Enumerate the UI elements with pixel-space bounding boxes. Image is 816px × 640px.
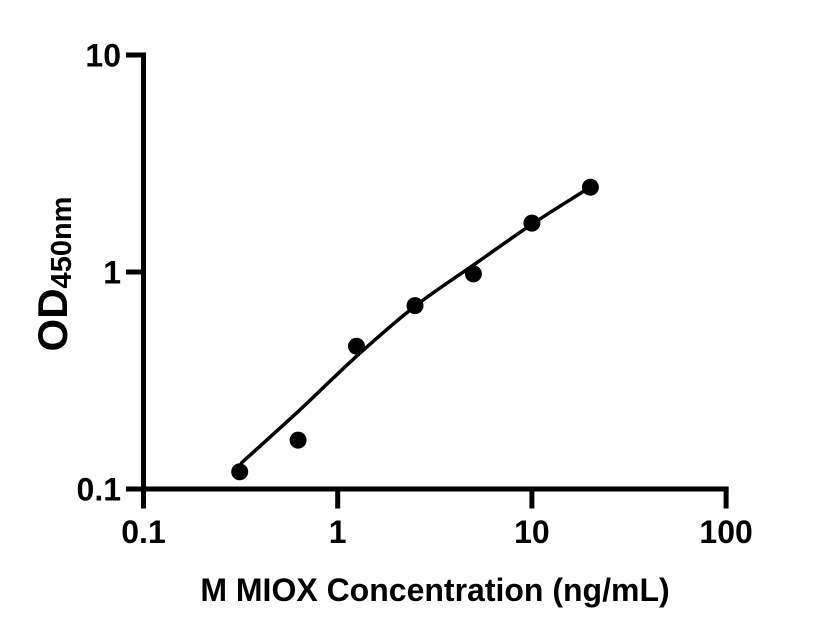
data-point-marker: [523, 214, 541, 232]
data-point-marker: [289, 431, 307, 449]
data-point-marker: [406, 297, 424, 315]
tick-labels: 0.1 1 10 100 0.1 1 10: [77, 38, 753, 551]
data-point-marker: [348, 337, 365, 355]
y-tick-label: 10: [85, 38, 121, 74]
y-axis-title: OD450nm: [29, 197, 78, 352]
data-point-marker: [464, 265, 482, 283]
data-point-marker: [231, 463, 249, 481]
data-point-marker: [581, 178, 599, 196]
x-tick-label: 0.1: [121, 514, 165, 550]
x-axis-title: M MIOX Concentration (ng/mL): [200, 572, 669, 608]
y-tick-label: 1: [103, 255, 121, 291]
tick-marks: [126, 52, 729, 509]
y-axis-title-subscript: 450nm: [46, 197, 78, 289]
x-tick-label: 1: [329, 514, 347, 550]
x-tick-label: 100: [699, 514, 752, 550]
axes: [126, 52, 729, 509]
x-tick-label: 10: [514, 514, 550, 550]
data-points: [231, 178, 599, 481]
y-axis-title-main: OD: [29, 288, 76, 351]
y-tick-label: 0.1: [77, 472, 121, 508]
